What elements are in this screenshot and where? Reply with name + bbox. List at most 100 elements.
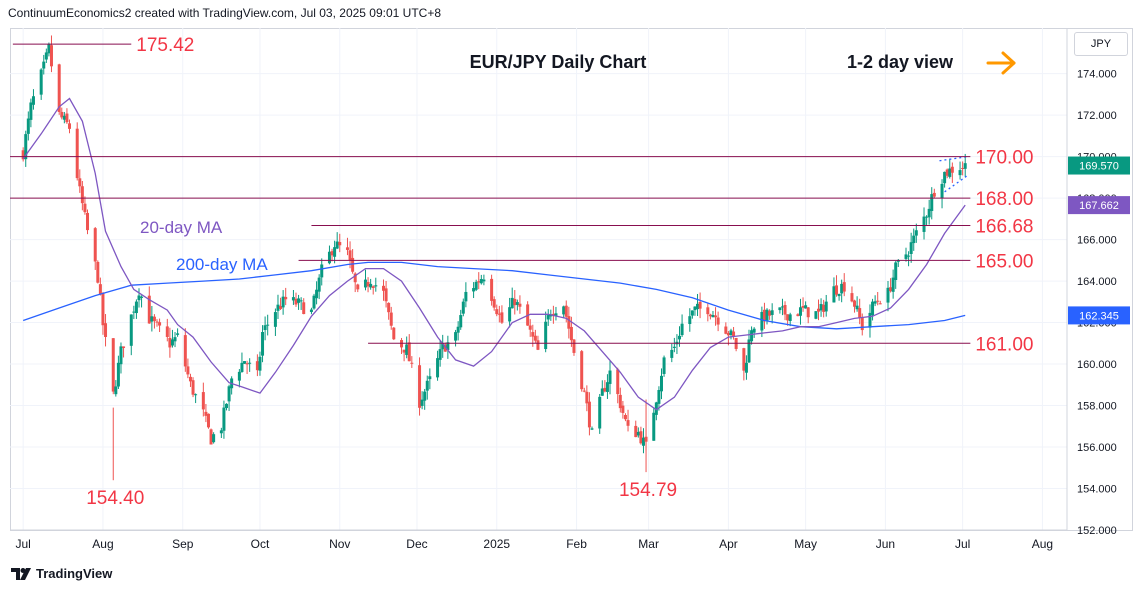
candle-body xyxy=(299,300,303,302)
x-tick-label: Dec xyxy=(406,537,427,551)
candle-body xyxy=(132,311,136,313)
candle-body xyxy=(420,399,424,406)
candle-body xyxy=(24,134,28,160)
candle-body xyxy=(582,390,586,392)
candles xyxy=(21,35,967,481)
candle-body xyxy=(495,309,499,315)
candle-body xyxy=(472,288,476,292)
ma200-label: 200-day MA xyxy=(176,255,268,274)
candle-body xyxy=(248,362,252,364)
candle-body xyxy=(464,291,468,302)
candle-body xyxy=(80,186,84,204)
candle-body xyxy=(750,330,754,342)
chart-subtitle: 1-2 day view xyxy=(847,52,954,72)
candle-body xyxy=(206,413,210,428)
candle-body xyxy=(654,402,658,415)
candle-body xyxy=(816,308,820,312)
candle-body xyxy=(83,203,87,213)
candle-body xyxy=(696,303,700,310)
candle-body xyxy=(904,254,908,259)
candle-body xyxy=(320,264,324,278)
candle-body xyxy=(186,366,190,375)
tradingview-brand[interactable]: TradingView xyxy=(10,566,112,581)
candle-body xyxy=(315,289,319,299)
candle-body xyxy=(345,247,349,250)
candle-body xyxy=(65,113,69,123)
candle-body xyxy=(387,302,391,313)
candle-body xyxy=(474,281,478,290)
currency-selector[interactable]: JPY xyxy=(1074,32,1128,56)
candle-body xyxy=(914,230,918,236)
candle-body xyxy=(706,307,710,315)
candle-body xyxy=(356,284,360,290)
candle-body xyxy=(170,339,174,346)
candle-body xyxy=(26,118,30,134)
candle-body xyxy=(173,337,177,342)
candle-body xyxy=(165,326,169,337)
candle-body xyxy=(569,326,573,341)
candle-body xyxy=(284,296,288,300)
candle-body xyxy=(765,309,769,321)
candle-body xyxy=(950,166,954,173)
y-tick-label: 158.000 xyxy=(1077,401,1117,413)
candle-body xyxy=(636,431,640,436)
candle-body xyxy=(837,294,841,297)
axes: 152.000154.000156.000158.000160.000162.0… xyxy=(10,28,1117,551)
candle-body xyxy=(670,349,674,358)
candle-body xyxy=(515,302,519,305)
chart-title: EUR/JPY Daily Chart xyxy=(470,52,647,72)
candle-body xyxy=(158,322,162,326)
candle-body xyxy=(309,309,313,312)
candle-body xyxy=(726,332,730,336)
candle-body xyxy=(204,411,208,416)
candle-body xyxy=(327,251,331,264)
candle-body xyxy=(438,349,442,360)
candle-body xyxy=(513,298,517,306)
candle-body xyxy=(780,306,784,308)
candle-body xyxy=(801,305,805,308)
candle-body xyxy=(822,304,826,312)
candle-body xyxy=(317,277,321,292)
candle-body xyxy=(508,307,512,322)
candle-body xyxy=(225,403,229,409)
candle-body xyxy=(456,326,460,333)
candle-body xyxy=(405,344,409,355)
x-tick-label: 2025 xyxy=(483,537,510,551)
candle-body xyxy=(392,327,396,340)
candle-body xyxy=(672,346,676,348)
candle-body xyxy=(44,52,48,60)
candle-body xyxy=(98,284,102,294)
candle-body xyxy=(878,303,882,305)
candle-body xyxy=(363,279,367,288)
level-label: 168.00 xyxy=(975,189,1033,210)
candle-body xyxy=(860,317,864,331)
candle-body xyxy=(894,262,898,280)
candle-body xyxy=(129,314,133,346)
candle-body xyxy=(876,300,880,302)
swing-low-label: 154.40 xyxy=(86,488,144,509)
candle-body xyxy=(446,342,450,351)
candle-body xyxy=(245,363,249,365)
candle-body xyxy=(634,425,638,438)
candle-body xyxy=(371,286,375,288)
candle-body xyxy=(546,315,550,320)
candle-body xyxy=(418,365,422,408)
candle-body xyxy=(263,325,267,331)
candle-body xyxy=(616,369,620,395)
candle-body xyxy=(896,260,900,262)
candle-body xyxy=(958,170,962,176)
candle-body xyxy=(302,302,306,315)
candle-body xyxy=(443,344,447,352)
candle-body xyxy=(312,295,316,309)
candle-body xyxy=(119,346,123,365)
candle-body xyxy=(693,306,697,311)
candle-body xyxy=(273,312,277,327)
candle-body xyxy=(261,332,265,356)
candle-body xyxy=(832,286,836,303)
candle-body xyxy=(212,434,216,443)
candle-body xyxy=(222,407,226,431)
candle-body xyxy=(291,297,295,301)
candle-body xyxy=(335,241,339,249)
candle-body xyxy=(842,282,846,292)
candle-body xyxy=(111,338,115,392)
